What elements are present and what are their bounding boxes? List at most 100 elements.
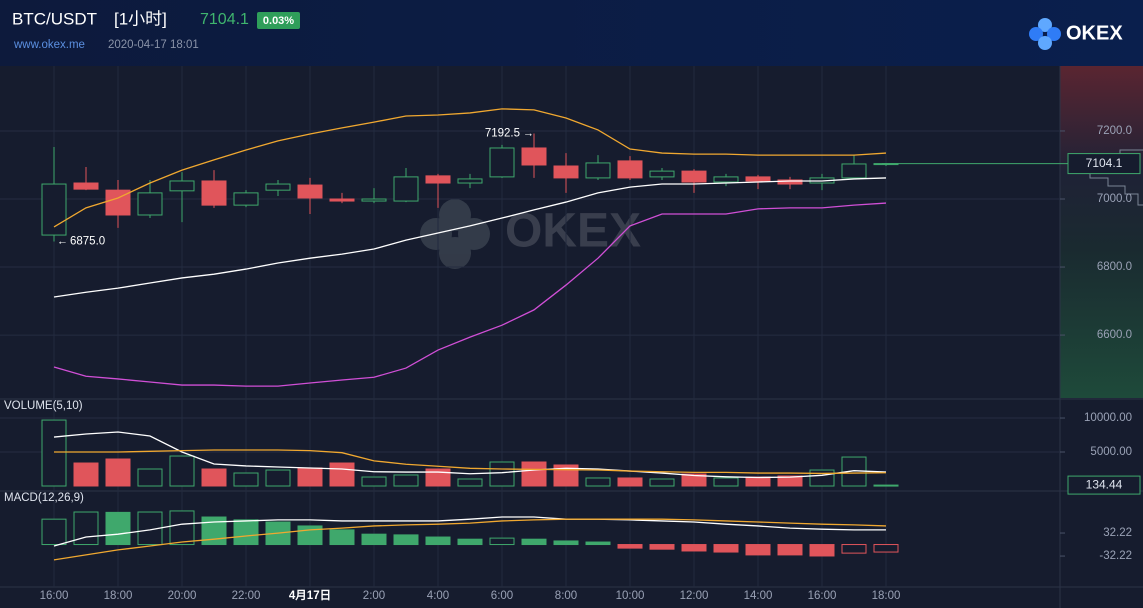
watermark-logo	[420, 199, 490, 269]
bar	[489, 537, 515, 546]
bar	[41, 518, 67, 546]
x-tick-label: 16:00	[808, 590, 837, 602]
bar	[489, 461, 515, 487]
candle-body	[201, 180, 227, 206]
last-price-tag	[1067, 153, 1141, 175]
indicator-line	[53, 516, 886, 547]
bar	[521, 538, 547, 546]
bar	[617, 477, 643, 487]
candle-body	[137, 192, 163, 216]
y-tick-label: 32.22	[1103, 527, 1132, 539]
change: 0.03%	[263, 15, 294, 27]
bar	[841, 544, 867, 554]
candle-body	[41, 183, 67, 236]
bar	[393, 474, 419, 487]
candle-body	[73, 182, 99, 190]
bar	[297, 467, 323, 487]
bar	[777, 544, 803, 556]
candle-body	[265, 183, 291, 191]
bar	[873, 544, 899, 553]
x-tick-label: 8:00	[555, 590, 577, 602]
bar	[713, 544, 739, 553]
arrow: →	[523, 127, 534, 139]
candle-body	[169, 180, 195, 192]
x-tick-label: 2:00	[363, 590, 385, 602]
bar	[457, 538, 483, 546]
candle-body	[233, 192, 259, 206]
header-bar	[0, 0, 1143, 66]
bar	[265, 469, 291, 487]
x-tick-label: 6:00	[491, 590, 513, 602]
bar	[585, 477, 611, 487]
x-tick-label: 14:00	[744, 590, 773, 602]
bar	[137, 468, 163, 487]
candle-body	[297, 184, 323, 199]
candle-body	[393, 176, 419, 202]
bar	[745, 476, 771, 487]
x-tick-label: 18:00	[104, 590, 133, 602]
bar	[233, 519, 259, 546]
indicator-line	[53, 518, 887, 561]
brand: OKEX	[1066, 22, 1123, 44]
panel-title: MACD(12,26,9)	[4, 492, 84, 504]
y-tick-label: 6600.0	[1097, 329, 1132, 341]
arrow: ←	[57, 235, 68, 247]
bar	[329, 462, 355, 487]
bar	[585, 541, 611, 546]
bar	[201, 468, 227, 487]
x-tick-label: 22:00	[232, 590, 261, 602]
candle-body	[681, 170, 707, 183]
interval: [1小时]	[114, 9, 167, 28]
bar	[105, 511, 131, 546]
bar	[521, 461, 547, 487]
bar	[41, 419, 67, 487]
indicator-line	[54, 449, 887, 475]
high-annotation: 7192.5	[485, 128, 520, 140]
bar	[681, 544, 707, 552]
brand-logo	[1029, 18, 1061, 50]
change-badge	[257, 12, 300, 29]
candle-body	[361, 198, 387, 202]
x-tick-label: 12:00	[680, 590, 709, 602]
bar	[361, 533, 387, 546]
x-tick-label: 20:00	[168, 590, 197, 602]
panel-title: VOLUME(5,10)	[4, 400, 83, 412]
bar	[873, 484, 899, 487]
bar	[713, 477, 739, 487]
bar	[329, 529, 355, 546]
y-tick-label: 10000.00	[1084, 412, 1132, 424]
x-tick-label: 4月17日	[289, 589, 331, 602]
x-tick-label: 10:00	[616, 590, 645, 602]
bar	[73, 462, 99, 487]
candle-body	[745, 176, 771, 182]
bar	[169, 510, 195, 546]
x-tick-label: 18:00	[872, 590, 901, 602]
indicator-line	[53, 431, 887, 479]
bar	[649, 478, 675, 487]
bar	[169, 455, 195, 487]
bar	[297, 525, 323, 546]
bar	[777, 475, 803, 487]
site[interactable]: www.okex.me	[13, 39, 85, 51]
watermark: OKEX	[505, 205, 641, 258]
bar	[361, 476, 387, 487]
bar	[617, 544, 643, 549]
candle-body	[329, 198, 355, 202]
bar	[809, 469, 835, 487]
bar	[809, 544, 835, 557]
candle-body	[713, 176, 739, 183]
y-tick-label: -32.22	[1099, 550, 1132, 562]
candle-body	[841, 163, 867, 179]
bar	[393, 534, 419, 546]
price: 7104.1	[200, 11, 249, 28]
y-tick-label: 5000.00	[1090, 446, 1132, 458]
candle-body	[553, 165, 579, 179]
bar	[681, 473, 707, 487]
bar	[745, 544, 771, 556]
y-tick-label: 7200.0	[1097, 125, 1132, 137]
y-tick-label: 7000.0	[1097, 193, 1132, 205]
pair: BTC/USDT	[12, 9, 97, 28]
bar	[649, 544, 675, 550]
last-volume-tag	[1067, 475, 1141, 495]
low-annotation: 6875.0	[70, 236, 105, 248]
